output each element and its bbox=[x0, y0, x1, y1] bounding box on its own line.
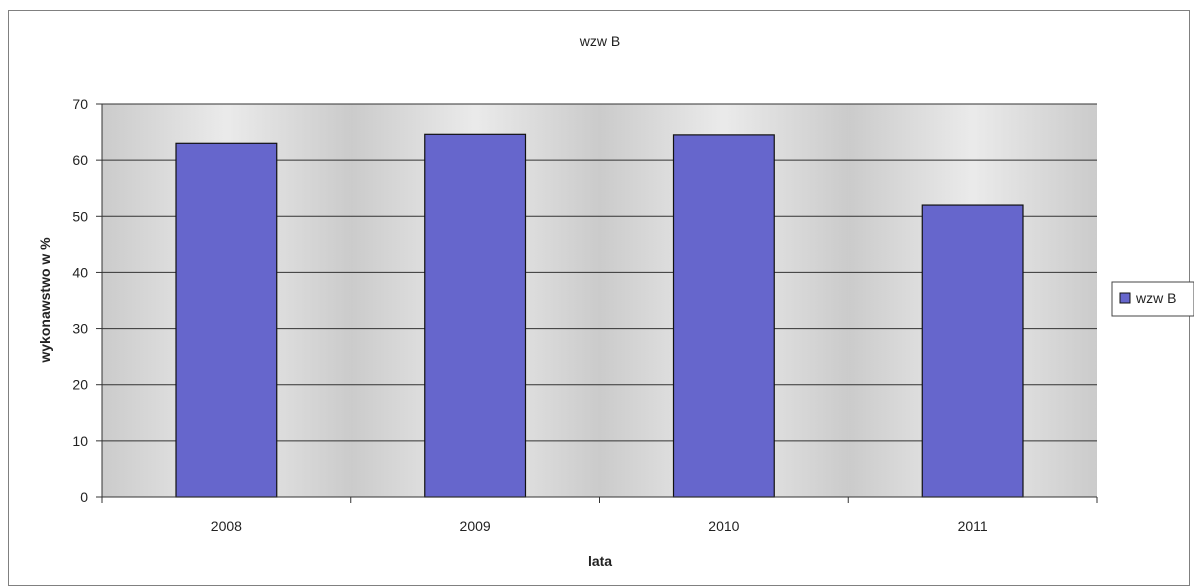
bar bbox=[424, 133, 527, 498]
y-tick-label: 70 bbox=[72, 96, 88, 112]
y-tick-label: 20 bbox=[72, 377, 88, 393]
x-tick-label: 2011 bbox=[958, 518, 988, 534]
axes bbox=[96, 103, 1098, 503]
x-tick-label: 2008 bbox=[211, 518, 242, 534]
y-tick-label: 60 bbox=[72, 152, 88, 168]
bar bbox=[921, 204, 1024, 498]
y-tick-label: 50 bbox=[72, 208, 88, 224]
x-tick-labels: 2008 2009 2010 2011 bbox=[211, 518, 988, 534]
legend: wzw B bbox=[1111, 281, 1194, 317]
y-tick-labels: 0 10 20 30 40 50 60 70 bbox=[72, 96, 88, 505]
x-tick-label: 2010 bbox=[708, 518, 739, 534]
chart-title: wzw B bbox=[579, 33, 620, 49]
legend-swatch bbox=[1119, 292, 1131, 304]
bar bbox=[175, 142, 278, 498]
y-tick-label: 40 bbox=[72, 264, 88, 280]
y-tick-label: 10 bbox=[72, 433, 88, 449]
bars bbox=[175, 133, 1024, 498]
legend-label: wzw B bbox=[1135, 290, 1176, 306]
bar bbox=[672, 134, 775, 498]
y-axis-label: wykonawstwo w % bbox=[37, 237, 53, 364]
y-tick-label: 0 bbox=[80, 489, 88, 505]
x-axis-label: lata bbox=[588, 553, 612, 569]
y-tick-label: 30 bbox=[72, 321, 88, 337]
x-tick-label: 2009 bbox=[460, 518, 491, 534]
